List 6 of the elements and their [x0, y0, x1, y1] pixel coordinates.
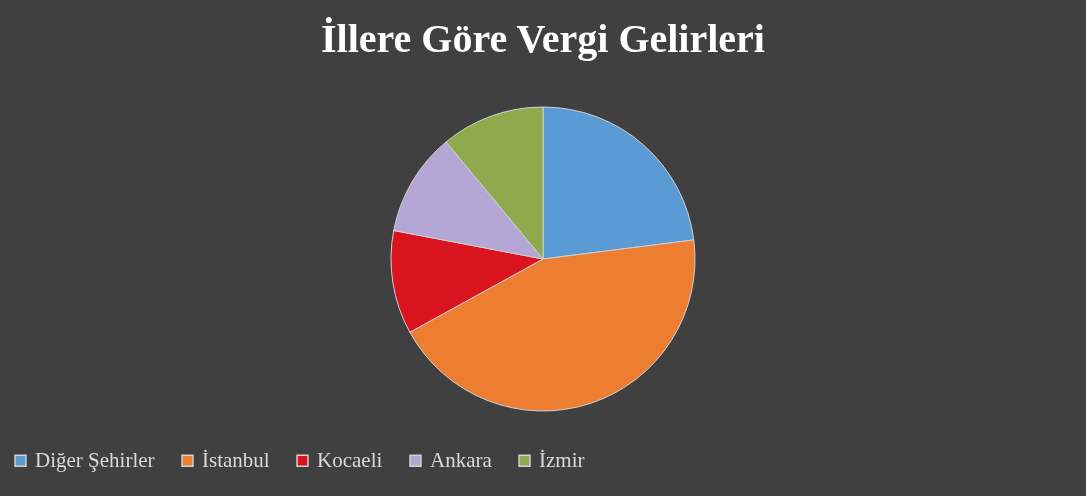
chart-title: İllere Göre Vergi Gelirleri — [321, 16, 765, 61]
legend-label: İstanbul — [202, 447, 270, 472]
legend-label: Kocaeli — [317, 447, 383, 472]
legend-label: Ankara — [430, 447, 493, 472]
legend-label: İzmir — [539, 447, 585, 472]
legend-label: Diğer Şehirler — [35, 447, 155, 472]
